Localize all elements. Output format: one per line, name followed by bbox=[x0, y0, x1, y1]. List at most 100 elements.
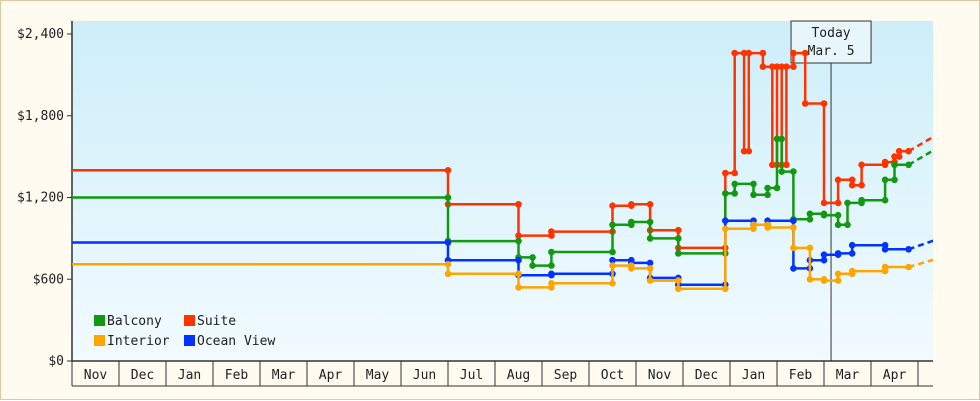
data-point bbox=[834, 277, 842, 284]
month-label: Feb bbox=[789, 368, 813, 383]
month-label: Apr bbox=[319, 368, 343, 383]
data-point bbox=[858, 196, 865, 204]
data-point bbox=[529, 262, 536, 269]
data-point bbox=[675, 226, 682, 234]
data-point bbox=[769, 161, 776, 169]
data-point bbox=[764, 224, 771, 231]
data-point bbox=[801, 49, 809, 57]
data-point bbox=[675, 235, 682, 242]
y-tick-label: $0 bbox=[48, 354, 64, 369]
data-point bbox=[764, 184, 771, 192]
data-point bbox=[759, 49, 767, 57]
data-point bbox=[731, 190, 738, 197]
month-label: Aug bbox=[507, 368, 530, 383]
data-point bbox=[778, 63, 785, 70]
data-point bbox=[764, 191, 771, 199]
data-point bbox=[881, 263, 889, 271]
data-point bbox=[834, 211, 842, 219]
y-tick-label: $600 bbox=[33, 272, 64, 287]
data-point bbox=[515, 270, 522, 278]
data-point bbox=[548, 248, 555, 256]
data-point bbox=[778, 135, 785, 143]
month-label: Mar bbox=[836, 368, 860, 383]
data-point bbox=[783, 161, 790, 169]
series-line-suite bbox=[72, 51, 909, 250]
data-point bbox=[848, 181, 856, 189]
data-point bbox=[722, 217, 729, 224]
data-point bbox=[806, 210, 814, 218]
month-label: Mar bbox=[272, 368, 296, 383]
data-point bbox=[790, 63, 797, 70]
legend-swatch bbox=[94, 315, 105, 326]
data-point bbox=[790, 49, 797, 57]
data-point bbox=[628, 218, 635, 226]
data-point bbox=[820, 277, 828, 284]
data-point bbox=[731, 180, 738, 188]
data-point bbox=[628, 265, 635, 272]
data-point bbox=[515, 237, 522, 245]
data-point bbox=[834, 250, 842, 257]
data-point bbox=[609, 256, 616, 264]
data-point bbox=[515, 256, 522, 264]
data-point bbox=[444, 239, 452, 246]
data-point bbox=[444, 194, 452, 201]
data-point bbox=[820, 100, 828, 107]
data-point bbox=[628, 201, 635, 208]
data-point bbox=[444, 270, 452, 278]
data-point bbox=[609, 262, 616, 269]
y-tick-label: $1,800 bbox=[17, 109, 64, 124]
month-label: Apr bbox=[883, 368, 907, 383]
data-point bbox=[881, 158, 889, 166]
data-point bbox=[722, 285, 729, 293]
data-point bbox=[646, 259, 654, 267]
data-point bbox=[769, 63, 776, 70]
data-point bbox=[858, 161, 865, 169]
data-point bbox=[806, 216, 814, 223]
data-point bbox=[790, 244, 797, 252]
month-label: Jan bbox=[742, 368, 765, 383]
data-point bbox=[806, 244, 814, 252]
data-point bbox=[609, 280, 616, 287]
data-point bbox=[848, 267, 856, 275]
y-axis: $0 $600 $1,200 $1,800 $2,400 bbox=[17, 21, 73, 369]
data-point bbox=[895, 147, 903, 155]
month-label: Jun bbox=[413, 368, 436, 383]
legend: Balcony Suite Interior Ocean View bbox=[94, 314, 275, 349]
data-point bbox=[759, 63, 767, 70]
data-point bbox=[881, 246, 889, 253]
data-point bbox=[820, 211, 828, 219]
month-label: Feb bbox=[225, 368, 249, 383]
data-point bbox=[790, 168, 797, 175]
data-point bbox=[515, 232, 522, 239]
data-point bbox=[834, 270, 842, 278]
data-point bbox=[745, 147, 753, 155]
series-lines bbox=[72, 49, 933, 293]
data-point bbox=[731, 169, 738, 177]
data-point bbox=[834, 221, 842, 229]
data-point bbox=[750, 191, 757, 199]
legend-label: Suite bbox=[197, 314, 236, 329]
legend-label: Interior bbox=[107, 334, 170, 349]
data-point bbox=[801, 100, 809, 107]
data-point bbox=[773, 135, 781, 143]
projection-line bbox=[907, 135, 933, 153]
legend-label: Balcony bbox=[107, 314, 162, 329]
data-point bbox=[740, 147, 748, 155]
month-label: Sep bbox=[554, 368, 578, 383]
month-label: Jul bbox=[460, 368, 483, 383]
month-label: Oct bbox=[601, 368, 624, 383]
plot-area bbox=[72, 21, 933, 361]
legend-swatch bbox=[94, 335, 105, 346]
x-axis: Nov Dec Jan Feb Mar Apr May Jun Jul Aug Sep Oct Nov D… bbox=[71, 360, 933, 387]
data-point bbox=[773, 184, 781, 192]
data-point bbox=[675, 277, 682, 284]
month-label: Dec bbox=[695, 368, 718, 383]
month-label: Nov bbox=[648, 368, 672, 383]
data-point bbox=[848, 241, 856, 249]
data-point bbox=[646, 218, 654, 226]
data-point bbox=[790, 217, 797, 224]
legend-swatch bbox=[184, 335, 195, 346]
data-point bbox=[740, 49, 748, 57]
data-point bbox=[675, 285, 682, 293]
projection-line bbox=[908, 239, 933, 251]
